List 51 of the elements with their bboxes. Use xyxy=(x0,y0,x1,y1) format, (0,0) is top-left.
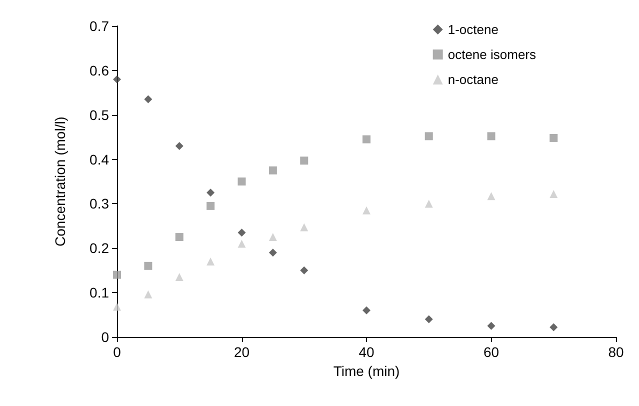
point xyxy=(144,95,152,104)
point xyxy=(300,223,308,232)
point xyxy=(362,306,370,314)
point xyxy=(487,132,496,140)
point xyxy=(113,75,121,84)
y-tick-label: 0.3 xyxy=(90,196,110,212)
y-tick-label: 0.2 xyxy=(90,240,110,256)
point xyxy=(268,248,277,257)
point xyxy=(550,134,558,142)
x-tick-label: 20 xyxy=(234,344,250,360)
point xyxy=(144,290,152,298)
point xyxy=(300,266,308,274)
point xyxy=(238,178,246,186)
point xyxy=(424,132,433,140)
point xyxy=(487,322,496,330)
x-tick-label: 0 xyxy=(113,344,122,360)
legend-label: octene isomers xyxy=(448,47,536,62)
point xyxy=(550,190,558,198)
y-tick-label: 0.4 xyxy=(90,151,110,168)
point xyxy=(424,315,433,324)
point xyxy=(268,233,277,242)
x-tick-label: 80 xyxy=(608,344,624,360)
y-tick-label: 0.5 xyxy=(90,106,110,123)
y-tick-label: 0.7 xyxy=(90,18,110,34)
x-tick-label: 60 xyxy=(483,344,500,360)
point xyxy=(175,142,184,150)
legend-label: 1-octene xyxy=(448,22,498,37)
legend-label: n-octane xyxy=(448,72,498,87)
y-tick-label: 0.6 xyxy=(90,62,110,78)
point xyxy=(113,302,121,311)
point xyxy=(362,135,370,144)
point xyxy=(175,273,184,282)
point xyxy=(238,240,246,248)
point xyxy=(550,323,558,332)
point xyxy=(268,166,277,174)
point xyxy=(300,156,308,165)
point xyxy=(206,188,215,197)
point xyxy=(206,257,215,266)
point xyxy=(144,262,152,270)
point xyxy=(362,206,370,214)
point xyxy=(113,270,121,279)
x-tick-label: 40 xyxy=(358,344,374,360)
point xyxy=(238,228,246,237)
point xyxy=(424,200,433,208)
x-axis-title: Time (min) xyxy=(333,362,400,379)
point xyxy=(175,233,184,242)
point xyxy=(206,202,215,210)
y-tick-label: 0 xyxy=(101,329,110,345)
y-axis-title: Concentration (mol/l) xyxy=(52,116,68,246)
point xyxy=(487,192,496,200)
y-tick-label: 0.1 xyxy=(90,284,110,301)
